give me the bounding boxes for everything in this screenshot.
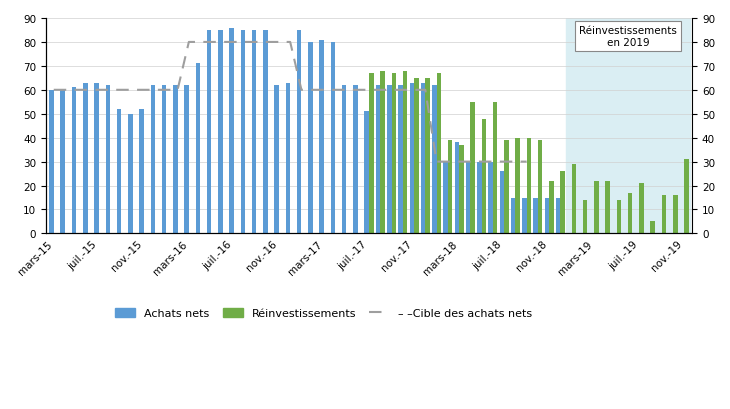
Bar [387,86,391,234]
Bar [662,196,666,234]
Bar [470,103,474,234]
Bar [455,143,459,234]
Bar [432,86,437,234]
Bar [482,119,486,234]
Bar [207,31,212,234]
Bar [94,83,99,234]
Bar [196,64,200,234]
Bar [605,181,610,234]
Bar [594,181,599,234]
Bar [364,112,369,234]
Bar [628,193,632,234]
Bar [511,198,515,234]
Bar [331,43,335,234]
Bar [650,222,655,234]
Bar [466,162,470,234]
Bar [263,31,268,234]
Bar [538,141,542,234]
Bar [72,88,76,234]
Bar [443,162,447,234]
Bar [447,141,453,234]
Bar [639,184,644,234]
Bar [49,90,54,234]
Bar [673,196,677,234]
Bar [437,74,441,234]
Bar [376,86,380,234]
Bar [556,198,561,234]
Bar [308,43,312,234]
Bar [128,115,133,234]
Bar [173,86,177,234]
Bar [320,40,324,234]
Bar [150,86,155,234]
Legend: Achats nets, Réinvestissements, – –Cible des achats nets: Achats nets, Réinvestissements, – –Cible… [111,304,537,323]
Bar [549,181,553,234]
Bar [617,200,621,234]
Bar [61,90,65,234]
Bar [83,83,88,234]
Bar [139,110,144,234]
Bar [399,86,403,234]
Bar [285,83,291,234]
Bar [380,72,385,234]
Bar [459,146,464,234]
Bar [274,86,279,234]
Bar [583,200,588,234]
Bar [488,162,493,234]
Text: Réinvestissements
en 2019: Réinvestissements en 2019 [579,26,677,48]
Bar [561,172,565,234]
Bar [369,74,374,234]
Bar [252,31,256,234]
Bar [414,79,418,234]
Bar [684,160,689,234]
Bar [566,19,690,234]
Bar [162,86,166,234]
Bar [185,86,189,234]
Bar [297,31,301,234]
Bar [522,198,526,234]
Bar [534,198,538,234]
Bar [477,162,482,234]
Bar [426,79,430,234]
Bar [572,164,576,234]
Bar [117,110,121,234]
Bar [241,31,245,234]
Bar [410,83,414,234]
Bar [218,31,223,234]
Bar [526,138,531,234]
Bar [545,198,549,234]
Bar [515,138,520,234]
Bar [342,86,347,234]
Bar [493,103,497,234]
Bar [504,141,509,234]
Bar [391,74,396,234]
Bar [106,86,110,234]
Bar [229,29,234,234]
Bar [353,86,358,234]
Bar [499,172,504,234]
Bar [403,72,407,234]
Bar [420,83,426,234]
